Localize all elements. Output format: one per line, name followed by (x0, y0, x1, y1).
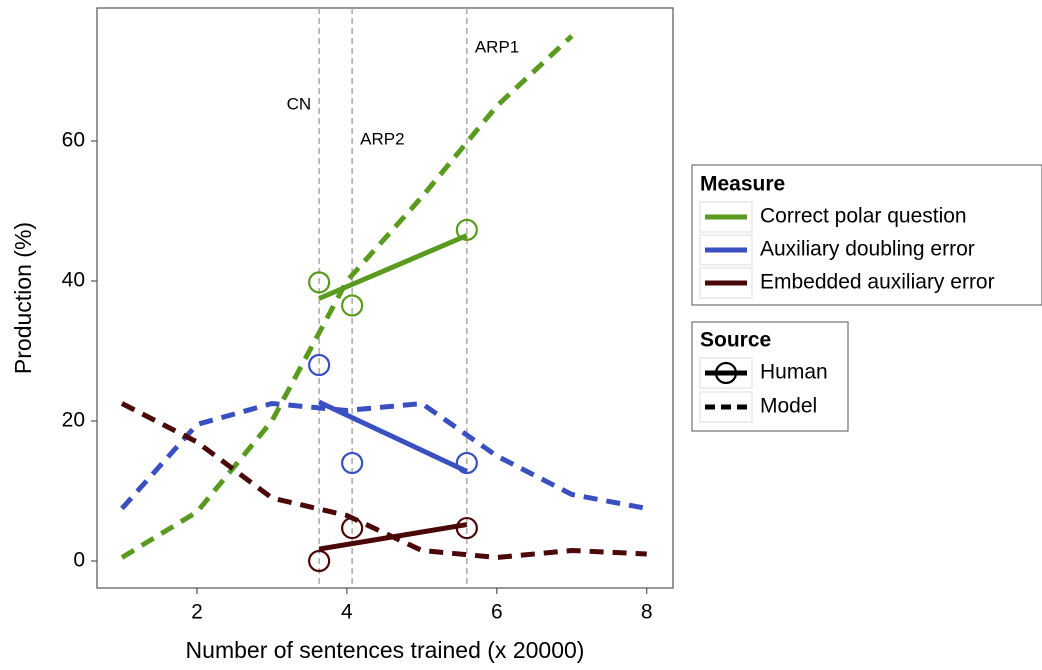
x-tick-label: 4 (341, 601, 353, 624)
model-line (120, 401, 647, 560)
legend-label: Human (760, 361, 828, 384)
legend-label: Embedded auxiliary error (760, 271, 995, 294)
y-tick-label: 60 (62, 129, 85, 152)
y-tick-label: 20 (62, 409, 85, 432)
x-axis-label: Number of sentences trained (x 20000) (186, 637, 585, 663)
human-point (341, 451, 364, 475)
human-point (455, 451, 478, 475)
human-point (455, 516, 478, 540)
y-axis-label: Production (%) (10, 222, 36, 374)
legend-swatch-marker (714, 361, 738, 385)
legend-label: Correct polar question (760, 205, 967, 228)
human-point (308, 271, 331, 294)
legend-title: Measure (700, 173, 785, 196)
x-tick-label: 2 (191, 601, 203, 624)
y-tick-label: 0 (73, 549, 85, 572)
reference-label: ARP2 (360, 129, 404, 148)
human-point (308, 353, 331, 377)
human-point (341, 294, 364, 317)
legend-label: Model (760, 395, 817, 418)
human-point (308, 549, 331, 573)
reference-label: ARP1 (475, 37, 519, 56)
human-point (341, 516, 364, 540)
plot-frame (96, 7, 674, 589)
source-legend-title: Source (700, 329, 771, 352)
reference-label: CN (287, 94, 312, 113)
human-fit-line (318, 399, 468, 474)
human-fit-line (318, 522, 468, 552)
x-tick-label: 8 (641, 601, 653, 624)
model-line (120, 400, 648, 511)
human-fit-line (318, 233, 468, 301)
y-tick-label: 40 (62, 269, 85, 292)
x-tick-label: 6 (491, 601, 503, 624)
legend-label: Auxiliary doubling error (760, 238, 975, 261)
human-point (455, 218, 478, 241)
